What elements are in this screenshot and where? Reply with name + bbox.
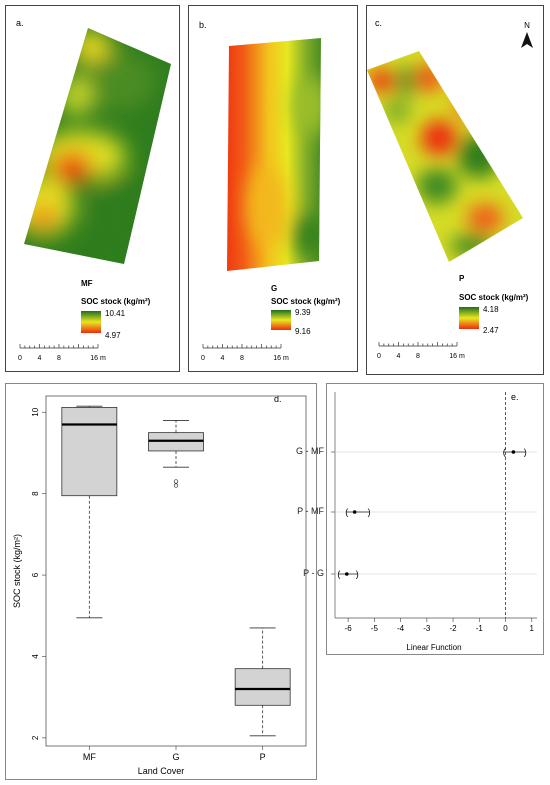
interval-x-tick-label: -4 [397,624,405,633]
north-arrow-icon [521,32,533,48]
scale-label-0: 0 [18,355,22,362]
map-p-svg: c. N P SOC stock (kg/m²) 4.18 2.47 [367,18,533,360]
interval-x-tick-label: 1 [530,624,535,633]
interval-label-g-mf: G - MF [296,446,324,456]
boxplot-y-tick-label: 4 [31,654,40,659]
map-p-legend-title: SOC stock (kg/m²) [459,293,529,302]
map-p-code: P [459,274,465,283]
interval-estimate-point [511,450,516,454]
map-panel-p: c. N P SOC stock (kg/m²) 4.18 2.47 [366,5,544,375]
interval-ci-lower: ( [345,507,348,517]
boxplot-box-p [234,668,291,706]
scale-label-8: 8 [240,355,244,362]
scale-label-8: 8 [416,353,420,360]
boxplot-svg: d. SOC stock (kg/m²) Land Cover 2 4 6 8 10 MF… [12,394,307,776]
map-p-legend-ramp [459,307,479,329]
boxplot-panel: d. SOC stock (kg/m²) Land Cover 2 4 6 8 10 MF… [5,383,317,780]
boxplot-outlier [173,483,179,488]
scale-label-16: 16 m [90,355,106,362]
map-g-code: G [271,284,277,293]
boxplot-y-label: SOC stock (kg/m²) [12,534,22,608]
interval-label-p-g: P - G [303,568,324,578]
boxplot-x-tick-label: MF [83,752,96,762]
map-mf-legend-title: SOC stock (kg/m²) [81,297,151,306]
north-arrow-label: N [524,21,530,30]
interval-x-tick-label: -6 [345,624,353,633]
boxplot-box-mf [61,406,118,497]
boxplot-x-tick-label: P [260,752,266,762]
map-g-svg: b. G SOC stock (kg/m²) 9.39 9.16 0 4 8 1… [199,20,341,362]
map-mf-letter: a. [16,18,24,28]
north-arrow: N [521,21,533,48]
interval-ci-lower: ( [337,569,340,579]
interval-ci-upper: ) [524,447,527,457]
map-p-scale-bar: 0 4 8 16 m [377,342,465,360]
scale-label-0: 0 [377,353,381,360]
interval-label-p-mf: P - MF [297,506,324,516]
interval-x-label: Linear Function [406,643,461,652]
interval-estimate-point [352,510,357,514]
interval-svg: e. Linear Function -6 -5 -4 -3 -2 -1 0 1 () () () [331,392,537,652]
interval-panel: e. Linear Function -6 -5 -4 -3 -2 -1 0 1 () () () [326,383,544,655]
interval-ci-lower: ( [503,447,506,457]
map-mf-raster [24,28,171,264]
interval-x-tick-label: 0 [503,624,508,633]
map-p-legend-max: 4.18 [483,305,499,314]
scale-label-4: 4 [397,353,401,360]
boxplot-panel-letter: d. [274,394,282,404]
boxplot-x-tick-label: G [172,752,179,762]
map-g-legend-min: 9.16 [295,327,311,336]
interval-x-tick-label: -5 [371,624,379,633]
scale-label-16: 16 m [449,353,465,360]
boxplot-y-tick-label: 10 [31,407,40,416]
map-g-legend-ramp [271,310,291,330]
map-mf-scale-bar: 0 4 8 16 m [18,344,106,362]
map-g-scale-bar: 0 4 8 16 m [201,344,289,362]
interval-x-tick-label: -1 [476,624,484,633]
interval-estimate-point [345,572,349,576]
map-panel-g: b. G SOC stock (kg/m²) 9.39 9.16 0 4 8 1… [188,5,358,372]
map-g-letter: b. [199,20,207,30]
scale-label-8: 8 [57,355,61,362]
map-mf-legend-min: 4.97 [105,331,121,340]
map-g-legend-title: SOC stock (kg/m²) [271,297,341,306]
map-mf-legend-max: 10.41 [105,309,126,318]
map-p-legend-min: 2.47 [483,326,499,335]
boxplot-marks: 2 4 6 8 10 MF G P [31,395,307,762]
interval-panel-letter: e. [511,392,519,402]
interval-x-tick-label: -3 [423,624,431,633]
boxplot-y-tick-label: 8 [31,491,40,496]
scale-label-4: 4 [38,355,42,362]
map-p-raster [367,51,523,262]
scale-label-16: 16 m [273,355,289,362]
map-g-raster [227,38,321,271]
map-panel-mf: a. MF SOC stock (kg/m²) 10.41 4.97 0 4 [5,5,180,372]
boxplot-y-tick-label: 2 [31,735,40,740]
map-mf-svg: a. MF SOC stock (kg/m²) 10.41 4.97 0 4 [16,18,171,362]
interval-ci-upper: ) [356,569,359,579]
map-g-legend-max: 9.39 [295,308,311,317]
interval-x-tick-label: -2 [449,624,457,633]
map-mf-legend-ramp [81,311,101,333]
boxplot-y-tick-label: 6 [31,572,40,577]
scale-label-0: 0 [201,355,205,362]
interval-ci-upper: ) [368,507,371,517]
scale-label-4: 4 [221,355,225,362]
boxplot-x-label: Land Cover [138,766,185,776]
map-mf-code: MF [81,279,93,288]
interval-marks: -6 -5 -4 -3 -2 -1 0 1 () () () [331,392,537,633]
boxplot-outlier [173,479,179,484]
map-p-letter: c. [375,18,382,28]
